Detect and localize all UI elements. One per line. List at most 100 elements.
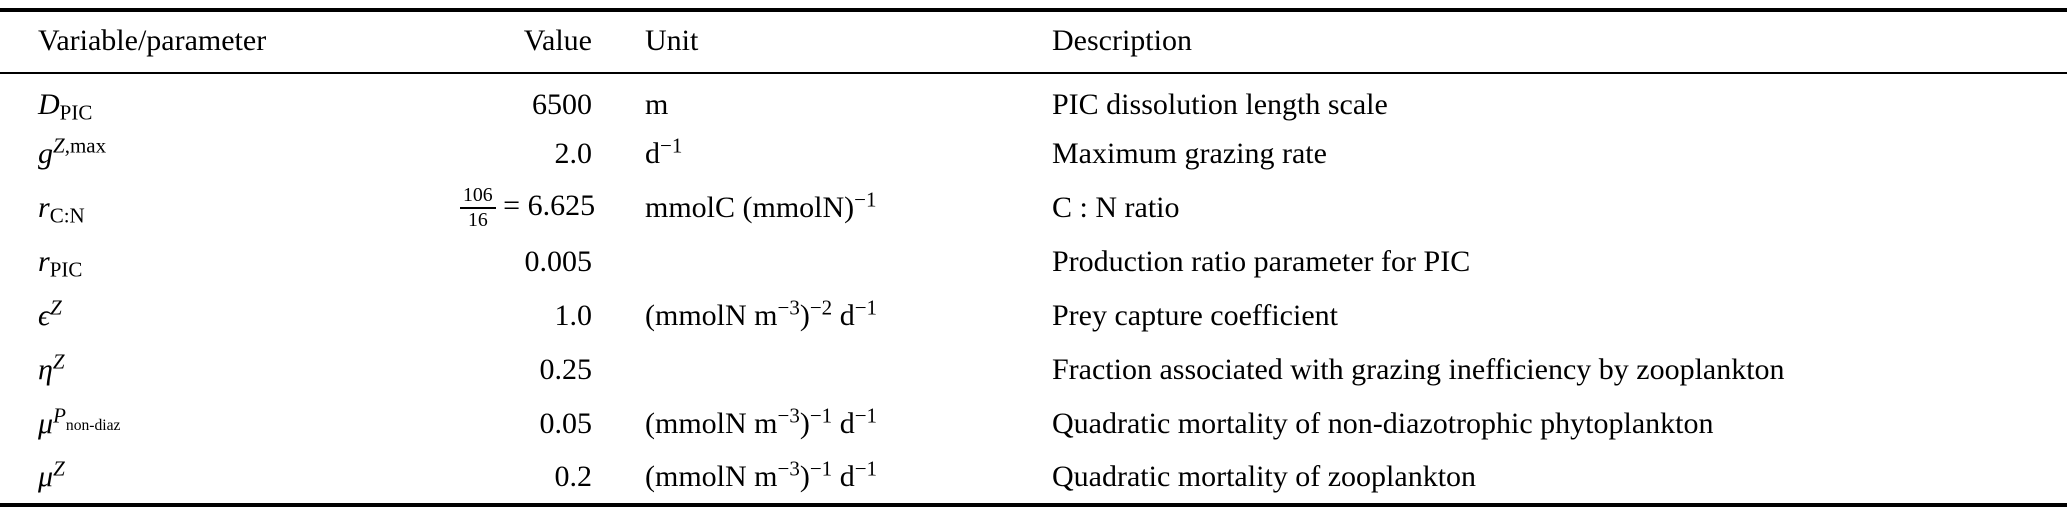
text-part: 0.005 <box>524 245 593 278</box>
text-part: r <box>38 191 50 224</box>
value-cell: 106 16 = 6.625 <box>460 181 600 235</box>
table-row: gZ,max 2.0 d−1 Maximum grazing rate <box>0 127 2067 181</box>
text-part: −1 <box>660 133 683 158</box>
text-part: 1.0 <box>554 299 593 332</box>
description-cell: Prey capture coefficient <box>1040 289 2067 343</box>
text-part: = 6.625 <box>495 189 596 223</box>
text-part: Z <box>53 133 65 158</box>
variable-cell: μZ <box>0 451 460 505</box>
text-part: d <box>832 299 855 332</box>
text-part: mmolC (mmolN) <box>645 191 855 224</box>
text-part: −1 <box>854 403 878 428</box>
fraction-denominator: 16 <box>467 209 488 231</box>
text-part: P <box>53 403 66 428</box>
text-part: (mmolN m <box>645 407 778 440</box>
text-part: PIC dissolution length scale <box>1052 87 1388 121</box>
variable-cell: gZ,max <box>0 127 460 181</box>
text-part: d <box>832 407 855 440</box>
text-part: ) <box>799 299 810 332</box>
fraction-numerator: 106 <box>460 184 496 209</box>
unit-cell: (mmolN m−3)−1 d−1 <box>600 451 1040 505</box>
unit-cell: mmolC (mmolN)−1 <box>600 181 1040 235</box>
table-row: ηZ 0.25 Fraction associated with grazing i… <box>0 343 2067 397</box>
header-row: Variable/parameter Value Unit Descriptio… <box>0 10 2067 74</box>
variable-cell: rC:N <box>0 181 460 235</box>
value-cell: 0.05 <box>460 397 600 451</box>
text-part: PIC <box>59 99 93 124</box>
text-part: −1 <box>854 187 877 212</box>
description-cell: Quadratic mortality of non-diazotrophic … <box>1040 397 2067 451</box>
text-part: ϵ <box>38 299 51 332</box>
text-part: Maximum grazing rate <box>1052 137 1327 170</box>
variable-cell: rPIC <box>0 235 460 289</box>
fraction: 106 16 <box>460 184 496 232</box>
text-part: Z <box>52 349 65 374</box>
text-part: Prey capture coefficient <box>1052 299 1338 332</box>
text-part: μ <box>38 407 54 440</box>
value-cell: 6500 <box>460 73 600 127</box>
unit-cell <box>600 343 1040 397</box>
text-part: g <box>38 137 53 170</box>
text-part: d <box>645 137 660 170</box>
text-part: Quadratic mortality of non-diazotrophic … <box>1052 407 1714 440</box>
text-part: (mmolN m <box>645 299 778 332</box>
unit-cell: d−1 <box>600 127 1040 181</box>
text-part: Fraction associated with grazing ineffic… <box>1052 353 1785 386</box>
col-header-description: Description <box>1040 10 2067 74</box>
text-part: C : N ratio <box>1052 191 1180 224</box>
text-part: r <box>38 245 50 278</box>
text-part: Quadratic mortality of zooplankton <box>1052 460 1477 493</box>
text-part: d <box>832 460 855 493</box>
table-header: Variable/parameter Value Unit Descriptio… <box>0 10 2067 74</box>
text-part: ) <box>799 407 810 440</box>
value-cell: 1.0 <box>460 289 600 343</box>
unit-cell: (mmolN m−3)−2 d−1 <box>600 289 1040 343</box>
col-header-variable: Variable/parameter <box>0 10 460 74</box>
text-part: 6500 <box>532 87 592 121</box>
text-part: ) <box>799 460 810 493</box>
table-row: μZ 0.2 (mmolN m−3)−1 d−1 Quadratic mortalit… <box>0 451 2067 505</box>
page: Variable/parameter Value Unit Descriptio… <box>0 8 2067 507</box>
text-part: C:N <box>49 203 85 228</box>
text-part: Z <box>50 295 62 320</box>
text-part: D <box>38 87 60 121</box>
text-part: −1 <box>854 456 878 481</box>
description-cell: Quadratic mortality of zooplankton <box>1040 451 2067 505</box>
text-part: 0.25 <box>539 353 593 386</box>
text-part: −1 <box>854 295 878 320</box>
table-row: μPnon-diaz 0.05 (mmolN m−3)−1 d−1 Quadratic… <box>0 397 2067 451</box>
text-part: −1 <box>809 456 833 481</box>
text-part: −1 <box>809 403 833 428</box>
text-part: non-diaz <box>65 417 121 435</box>
text-part: μ <box>38 460 54 493</box>
parameter-table: Variable/parameter Value Unit Descriptio… <box>0 8 2067 507</box>
unit-cell <box>600 235 1040 289</box>
table-row: ϵZ 1.0 (mmolN m−3)−2 d−1 Prey capture coeff… <box>0 289 2067 343</box>
description-cell: Production ratio parameter for PIC <box>1040 235 2067 289</box>
text-part: η <box>38 353 53 386</box>
value-cell: 0.25 <box>460 343 600 397</box>
table-row: rPIC 0.005 Production ratio parameter for … <box>0 235 2067 289</box>
text-part: −3 <box>777 295 800 320</box>
text-part: m <box>645 87 669 121</box>
variable-cell: ηZ <box>0 343 460 397</box>
description-cell: Maximum grazing rate <box>1040 127 2067 181</box>
variable-cell: μPnon-diaz <box>0 397 460 451</box>
text-part: −2 <box>809 295 833 320</box>
col-header-value: Value <box>460 10 600 74</box>
variable-cell: ϵZ <box>0 289 460 343</box>
text-part: Z <box>53 456 65 481</box>
text-part: 2.0 <box>554 137 593 170</box>
text-part: 0.05 <box>539 407 593 440</box>
description-cell: C : N ratio <box>1040 181 2067 235</box>
text-part: ,max <box>64 133 107 158</box>
text-part: (mmolN m <box>645 460 778 493</box>
value-cell: 0.2 <box>460 451 600 505</box>
unit-cell: m <box>600 73 1040 127</box>
description-cell: PIC dissolution length scale <box>1040 73 2067 127</box>
text-part: Production ratio parameter for PIC <box>1052 245 1471 278</box>
table-body: DPIC 6500 m PIC dissolution length scale gZ,… <box>0 73 2067 505</box>
text-part: −3 <box>777 403 800 428</box>
variable-cell: DPIC <box>0 73 460 127</box>
value-cell: 2.0 <box>460 127 600 181</box>
